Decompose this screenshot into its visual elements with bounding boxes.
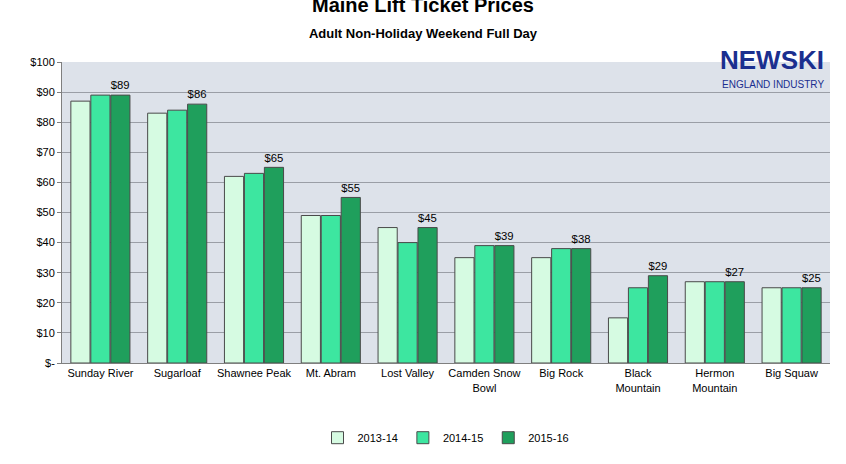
- svg-text:$55: $55: [341, 182, 360, 194]
- svg-text:Big Squaw: Big Squaw: [765, 367, 818, 379]
- svg-text:$89: $89: [111, 79, 130, 91]
- svg-text:Shawnee Peak: Shawnee Peak: [217, 367, 291, 379]
- svg-text:$40: $40: [36, 236, 54, 248]
- svg-text:$25: $25: [802, 272, 821, 284]
- svg-text:Maine Lift Ticket PricesAdult: Maine Lift Ticket PricesAdult Non-Holida…: [309, 0, 538, 41]
- svg-text:2015-16: 2015-16: [528, 432, 568, 444]
- svg-text:ENGLAND INDUSTRY: ENGLAND INDUSTRY: [722, 79, 824, 90]
- svg-text:Mt. Abram: Mt. Abram: [306, 367, 356, 379]
- svg-text:$45: $45: [418, 212, 437, 224]
- svg-text:2013-14: 2013-14: [358, 432, 398, 444]
- svg-text:$-: $-: [45, 357, 55, 369]
- svg-text:$10: $10: [36, 327, 54, 339]
- svg-text:BlackMountain: BlackMountain: [615, 367, 660, 393]
- svg-text:Sugarloaf: Sugarloaf: [154, 367, 202, 379]
- svg-text:$65: $65: [264, 152, 283, 164]
- svg-text:$50: $50: [36, 206, 54, 218]
- svg-text:$70: $70: [36, 146, 54, 158]
- svg-text:$20: $20: [36, 297, 54, 309]
- svg-text:Sunday River: Sunday River: [67, 367, 133, 379]
- svg-text:$27: $27: [725, 266, 744, 278]
- svg-text:Big Rock: Big Rock: [539, 367, 584, 379]
- svg-text:$30: $30: [36, 267, 54, 279]
- svg-text:NEWSKI: NEWSKI: [720, 45, 824, 75]
- svg-text:$90: $90: [36, 86, 54, 98]
- svg-text:Lost Valley: Lost Valley: [381, 367, 434, 379]
- svg-text:$29: $29: [648, 260, 667, 272]
- svg-text:2014-15: 2014-15: [443, 432, 483, 444]
- svg-text:$100: $100: [30, 56, 54, 68]
- svg-text:$86: $86: [188, 88, 207, 100]
- svg-text:$80: $80: [36, 116, 54, 128]
- svg-text:HermonMountain: HermonMountain: [692, 367, 737, 393]
- svg-text:$60: $60: [36, 176, 54, 188]
- svg-text:$39: $39: [495, 230, 514, 242]
- svg-text:Camden SnowBowl: Camden SnowBowl: [448, 367, 520, 393]
- svg-text:$38: $38: [572, 233, 591, 245]
